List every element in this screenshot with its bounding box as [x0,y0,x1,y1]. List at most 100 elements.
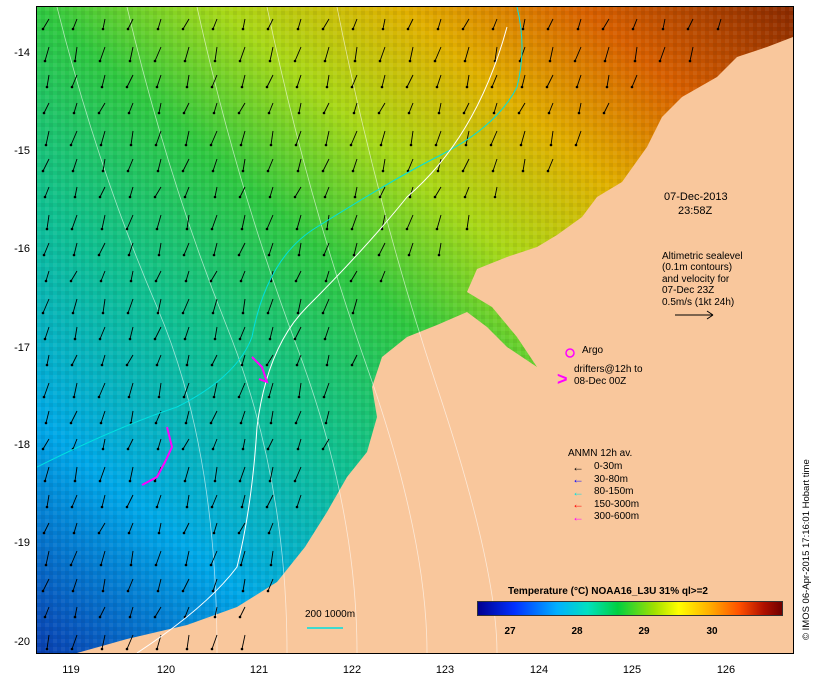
x-tick-label: 119 [62,664,80,676]
velocity-vector [242,438,246,450]
velocity-vector [99,606,106,618]
velocity-vector-head [296,27,300,31]
velocity-vector-head [98,59,102,63]
velocity-vector [46,354,50,366]
velocity-vector-head [265,505,269,509]
velocity-vector [185,270,190,282]
velocity-vector [325,270,330,282]
velocity-vector-head [185,227,189,231]
velocity-vector-head [295,505,299,509]
velocity-vector [270,550,274,566]
velocity-vector [101,354,106,366]
velocity-vector [410,130,414,146]
velocity-vector-head [265,227,269,231]
velocity-vector [239,606,246,618]
velocity-vector [129,186,134,198]
velocity-vector [269,466,274,482]
velocity-vector-head [325,363,329,367]
velocity-vector-head [41,447,45,451]
velocity-vector [126,634,134,650]
velocity-vector-head [44,279,48,283]
velocity-vector [351,214,358,230]
velocity-vector-head [128,195,132,199]
velocity-vector-head [100,85,104,89]
velocity-vector [241,354,246,366]
velocity-vector [46,634,50,650]
velocity-vector-head [323,195,327,199]
velocity-vector-head [465,85,469,89]
velocity-vector-head [156,447,160,451]
velocity-vector-head [237,253,241,257]
velocity-vector [322,158,330,172]
velocity-vector [100,130,106,146]
velocity-vector-head [437,253,441,257]
velocity-vector-head [72,395,76,399]
velocity-vector-head [268,59,272,63]
velocity-vector [101,74,106,88]
velocity-vector-head [546,169,550,173]
velocity-vector-head [69,421,73,425]
argo-symbol [565,348,575,358]
velocity-vector-head [265,85,269,89]
velocity-vector [98,242,106,256]
velocity-vector [210,130,218,146]
velocity-vector [99,326,106,340]
anmn-legend-title: ANMN 12h av. [568,448,633,459]
velocity-vector [689,46,694,62]
velocity-vector [298,242,302,256]
velocity-vector-head [352,253,356,257]
velocity-vector-head [156,27,160,31]
velocity-vector [492,158,498,172]
velocity-vector [70,270,78,282]
velocity-vector [102,298,106,314]
velocity-vector-head [321,27,325,31]
velocity-vector-head [153,337,157,341]
velocity-vector-head [128,337,132,341]
velocity-vector [74,606,78,618]
velocity-vector [266,74,274,88]
velocity-vector [129,466,134,482]
velocity-vector-head [125,227,129,231]
velocity-vector [70,130,78,146]
velocity-vector-head [297,395,301,399]
velocity-vector [74,186,78,198]
altimetry-note-line: 07-Dec 23Z [662,285,715,296]
velocity-vector [606,74,610,88]
velocity-vector-head [269,143,273,147]
velocity-vector [296,354,302,366]
velocity-vector [100,550,106,566]
velocity-vector-head [294,421,298,425]
velocity-vector-head [212,253,216,257]
velocity-vector-head [240,363,244,367]
velocity-vector-head [296,447,300,451]
velocity-vector [294,46,302,62]
velocity-vector-head [549,143,553,147]
velocity-vector-head [183,479,187,483]
velocity-vector [128,102,134,114]
velocity-vector-head [129,279,133,283]
velocity-vector [45,130,50,146]
velocity-vector [154,326,162,340]
velocity-vector-head [72,253,76,257]
velocity-vector [46,74,50,88]
velocity-vector-head [350,85,354,89]
velocity-vector [268,242,274,256]
velocity-vector [184,326,190,340]
velocity-vector [213,102,218,114]
velocity-vector-head [238,195,242,199]
velocity-vector [578,102,582,114]
velocity-vector [378,242,386,256]
velocity-vector [434,46,442,62]
velocity-vector [155,550,162,566]
velocity-vector [270,130,274,146]
velocity-vector-head [573,59,577,63]
velocity-vector-head [350,363,354,367]
velocity-vector [182,158,190,172]
velocity-vector-head [239,563,243,567]
velocity-vector-head [212,395,216,399]
velocity-vector [241,74,246,88]
velocity-vector [45,270,50,282]
velocity-vector [241,634,246,650]
x-tick-label: 125 [622,664,642,676]
velocity-vector [211,214,218,230]
